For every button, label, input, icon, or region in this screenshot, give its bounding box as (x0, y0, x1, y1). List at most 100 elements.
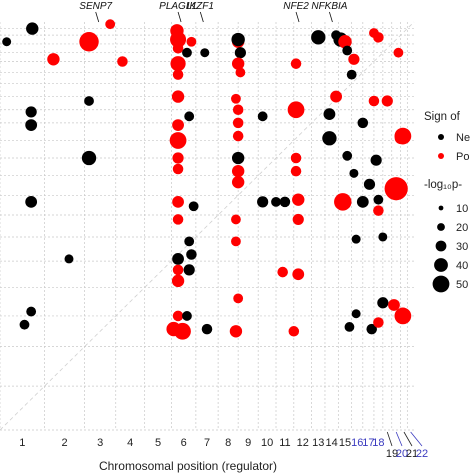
legend-size-label-30: 30 (456, 241, 468, 253)
data-point-97 (394, 307, 412, 325)
points (2, 19, 412, 340)
data-point-27 (172, 69, 184, 80)
data-point-35 (381, 95, 393, 107)
data-point-104 (344, 322, 355, 332)
data-point-85 (172, 264, 184, 276)
tick-label-chr22: 22 (416, 448, 428, 460)
data-point-68 (279, 196, 291, 208)
tick-leader-chr21 (403, 431, 413, 447)
data-point-57 (172, 163, 184, 175)
data-point-105 (366, 323, 377, 335)
data-point-65 (188, 201, 199, 212)
data-point-88 (277, 266, 288, 278)
tick-label-chr18: 18 (372, 437, 384, 449)
x-axis-label: Chromosomal position (regulator) (99, 459, 277, 473)
tick-label-chr12: 12 (297, 437, 309, 449)
tick-label-chr13: 13 (312, 437, 324, 449)
data-point-84 (186, 249, 197, 260)
data-point-64 (172, 195, 184, 208)
data-point-76 (231, 214, 241, 225)
legend-sign-marker-0 (438, 134, 444, 140)
legend-size-label-10: 10 (456, 203, 468, 215)
data-point-24 (231, 57, 245, 70)
gene-label-nfe2: NFE2 (283, 1, 309, 12)
data-point-47 (232, 130, 244, 142)
tick-label-chr2: 2 (61, 437, 67, 449)
data-point-100 (174, 322, 191, 340)
data-point-42 (25, 119, 38, 131)
gene-leader-plagl1 (177, 11, 182, 23)
gene-leader-ikzf1 (199, 11, 204, 23)
tick-label-chr11: 11 (279, 437, 290, 449)
tick-leader-chr22 (410, 431, 423, 447)
data-point-74 (384, 177, 408, 201)
data-point-52 (172, 152, 184, 164)
gene-label-senp7: SENP7 (79, 1, 112, 12)
tick-label-chr19: 19 (386, 448, 398, 460)
tick-label-chr15: 15 (339, 437, 351, 449)
data-point-26 (348, 53, 360, 65)
data-point-86 (183, 264, 195, 276)
data-point-19 (342, 45, 353, 56)
data-point-43 (172, 119, 184, 131)
data-point-36 (25, 106, 37, 118)
legend-size-marker-20 (437, 223, 445, 231)
data-point-44 (232, 117, 244, 129)
data-point-18 (234, 47, 246, 59)
data-point-45 (357, 117, 369, 129)
data-point-12 (338, 35, 352, 49)
data-point-8 (231, 32, 245, 47)
data-point-58 (231, 164, 245, 178)
legend-sign-title: Sign of (424, 111, 461, 123)
data-point-71 (356, 195, 369, 208)
data-point-69 (292, 193, 305, 206)
data-point-90 (233, 293, 244, 304)
data-point-96 (351, 309, 361, 319)
legend-size-marker-50 (432, 275, 450, 293)
data-point-101 (201, 323, 213, 335)
data-point-31 (171, 90, 185, 103)
data-point-55 (342, 150, 353, 161)
tick-label-chr20: 20 (396, 448, 408, 460)
data-point-66 (257, 196, 269, 208)
gene-leader-nfkbia (329, 11, 333, 23)
legend-sign-label-0: Ne (456, 132, 470, 144)
data-point-61 (231, 175, 245, 189)
data-point-103 (288, 326, 300, 337)
gene-label-ikzf1: IKZF1 (187, 1, 214, 12)
data-point-93 (26, 306, 37, 317)
data-point-38 (232, 104, 244, 116)
data-point-82 (64, 254, 74, 264)
data-point-21 (47, 53, 60, 66)
tick-label-chr17: 17 (362, 437, 374, 449)
data-point-15 (172, 43, 184, 54)
data-point-81 (378, 232, 388, 242)
data-point-62 (363, 178, 376, 190)
data-point-4 (79, 32, 99, 52)
tick-label-chr14: 14 (326, 437, 338, 449)
data-point-83 (172, 253, 184, 265)
data-point-20 (393, 47, 404, 58)
data-point-53 (231, 151, 245, 165)
legend-size-marker-10 (438, 205, 444, 211)
data-point-87 (171, 274, 185, 288)
legend-sign-label-1: Po (456, 151, 469, 163)
data-point-34 (368, 95, 380, 107)
data-point-30 (84, 96, 94, 106)
data-point-60 (349, 168, 359, 178)
data-point-17 (200, 48, 210, 58)
data-point-80 (351, 234, 361, 244)
gene-label-nfkbia: NFKBIA (311, 1, 347, 12)
legend: Sign of Ne Po -log₁₀p- 10 20 30 40 50 (424, 111, 470, 293)
tick-leader-chr20 (395, 431, 403, 447)
gene-label-plagl1: PLAGL1 (159, 1, 197, 12)
data-point-5 (170, 31, 187, 48)
data-point-95 (182, 311, 192, 321)
data-point-67 (271, 196, 281, 207)
legend-size-marker-40 (434, 258, 448, 272)
data-point-6 (186, 36, 197, 47)
data-point-72 (373, 194, 384, 205)
